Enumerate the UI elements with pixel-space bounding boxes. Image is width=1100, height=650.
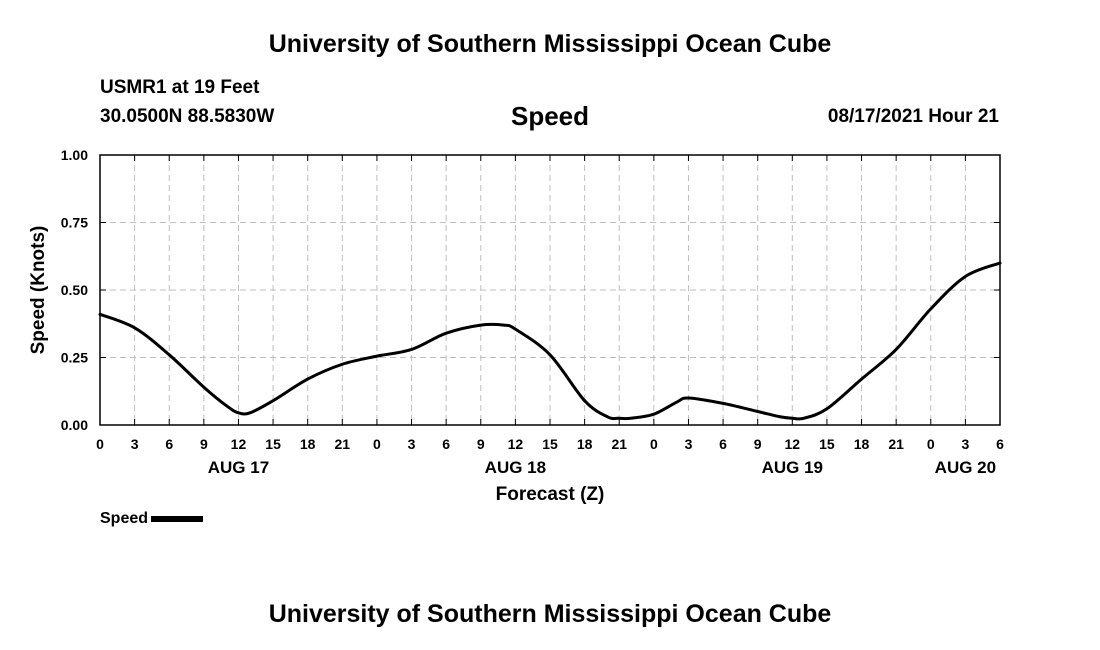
chart-axes bbox=[99, 154, 1001, 426]
x-tick-label: 9 bbox=[200, 436, 208, 452]
x-tick-label: 0 bbox=[927, 436, 935, 452]
x-tick-label: 12 bbox=[231, 436, 247, 452]
x-tick-label: 6 bbox=[996, 436, 1004, 452]
y-tick-label: 0.75 bbox=[61, 215, 88, 231]
x-axis-title: Forecast (Z) bbox=[496, 484, 605, 505]
chart-variable-title: Speed bbox=[510, 101, 590, 131]
y-tick-label: 0.00 bbox=[61, 417, 88, 433]
x-tick-label: 15 bbox=[542, 436, 558, 452]
chart-title-bottom: University of Southern Mississippi Ocean… bbox=[268, 600, 832, 628]
plot-frame bbox=[99, 154, 1001, 426]
x-date-label: AUG 19 bbox=[762, 458, 823, 477]
y-tick-label: 0.25 bbox=[61, 350, 88, 366]
x-tick-label: 12 bbox=[785, 436, 801, 452]
chart-series bbox=[98, 261, 1002, 421]
station-label: USMR1 at 19 Feet bbox=[100, 77, 260, 98]
x-tick-label: 6 bbox=[442, 436, 450, 452]
legend-label: Speed bbox=[100, 510, 149, 527]
x-tick-label: 0 bbox=[96, 436, 104, 452]
legend-line-swatch bbox=[151, 516, 204, 522]
x-tick-label: 18 bbox=[854, 436, 870, 452]
forecast-datetime: 08/17/2021 Hour 21 bbox=[827, 106, 999, 127]
x-tick-label: 21 bbox=[888, 436, 904, 452]
x-date-label: AUG 17 bbox=[208, 458, 269, 477]
x-tick-label: 3 bbox=[961, 436, 969, 452]
x-tick-label: 18 bbox=[577, 436, 593, 452]
x-tick-label: 3 bbox=[685, 436, 693, 452]
x-tick-label: 21 bbox=[335, 436, 351, 452]
chart-labels: 0 3 6 9 12 15 18 21 0 3 6 9 12 15 18 21 0 3 6 9 12 15 18 21 0 3 6 0… bbox=[28, 147, 1004, 505]
x-tick-label: 3 bbox=[131, 436, 139, 452]
y-tick-label: 1.00 bbox=[61, 147, 88, 163]
x-tick-label: 18 bbox=[300, 436, 316, 452]
station-coordinates: 30.0500N 88.5830W bbox=[100, 106, 275, 127]
chart-title-top: University of Southern Mississippi Ocean… bbox=[268, 30, 832, 58]
legend: Speed bbox=[100, 510, 204, 528]
y-tick-label: 0.50 bbox=[61, 282, 88, 298]
x-tick-label: 0 bbox=[373, 436, 381, 452]
chart-grid bbox=[100, 155, 1000, 425]
x-tick-label: 15 bbox=[265, 436, 281, 452]
x-date-label: AUG 20 bbox=[935, 458, 996, 477]
x-tick-label: 15 bbox=[819, 436, 835, 452]
x-tick-label: 21 bbox=[611, 436, 627, 452]
x-tick-label: 3 bbox=[408, 436, 416, 452]
y-axis-title: Speed (Knots) bbox=[28, 226, 49, 355]
x-tick-label: 6 bbox=[165, 436, 173, 452]
x-tick-label: 9 bbox=[477, 436, 485, 452]
x-tick-label: 0 bbox=[650, 436, 658, 452]
x-tick-label: 12 bbox=[508, 436, 524, 452]
x-tick-label: 6 bbox=[719, 436, 727, 452]
series-line-speed bbox=[98, 261, 1002, 421]
x-date-label: AUG 18 bbox=[485, 458, 546, 477]
x-tick-label: 9 bbox=[754, 436, 762, 452]
